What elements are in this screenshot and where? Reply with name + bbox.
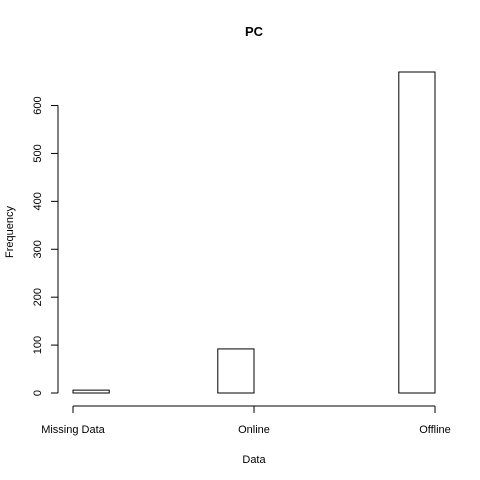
x-tick-label-2: Offline — [419, 424, 451, 436]
y-tick-label-2: 200 — [32, 288, 44, 306]
chart-title: PC — [245, 24, 264, 39]
y-tick-label-4: 400 — [32, 192, 44, 210]
x-axis-label: Data — [242, 454, 266, 466]
bars-group — [72, 71, 436, 394]
y-tick-label-1: 100 — [32, 336, 44, 354]
bar-2 — [398, 71, 436, 394]
x-axis: Missing Data Online Offline — [41, 405, 451, 436]
y-axis-label: Frequency — [4, 206, 16, 258]
y-tick-label-5: 500 — [32, 144, 44, 162]
x-tick-label-1: Online — [238, 424, 270, 436]
x-tick-label-0: Missing Data — [41, 424, 105, 436]
y-tick-label-0: 0 — [32, 390, 44, 396]
y-axis: 0 100 200 300 400 500 600 — [32, 96, 59, 396]
y-tick-label-6: 600 — [32, 96, 44, 114]
bar-0 — [72, 389, 110, 394]
y-tick-label-3: 300 — [32, 240, 44, 258]
bar-1 — [217, 348, 255, 394]
